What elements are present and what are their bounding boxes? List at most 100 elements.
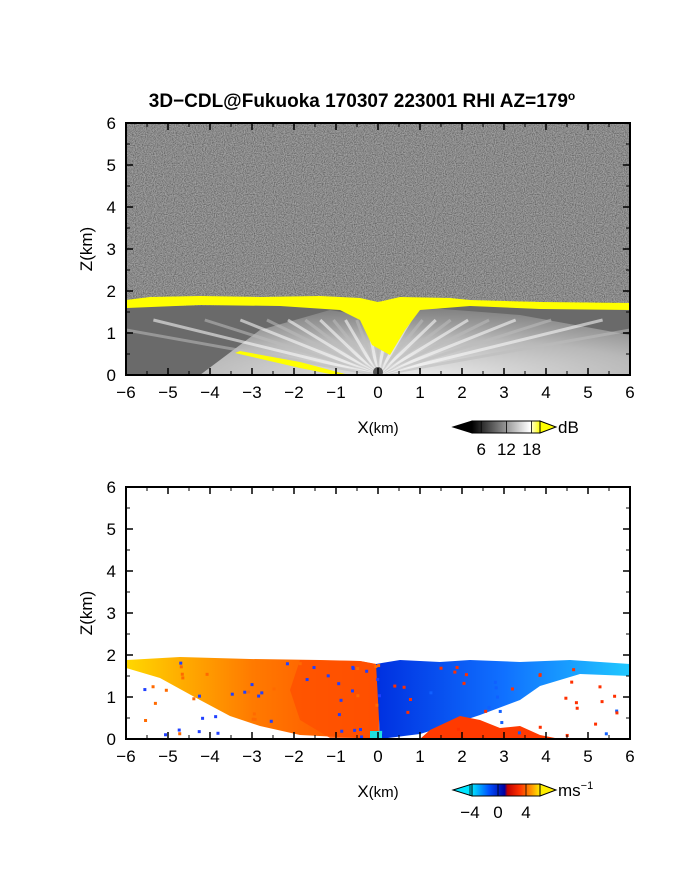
velocity-speckle	[337, 713, 341, 717]
radar-site-near-field	[370, 731, 382, 739]
reflectivity-x-tick-label: 0	[373, 383, 382, 402]
reflectivity-x-tick-label: 5	[583, 383, 592, 402]
velocity-speckle	[205, 672, 209, 676]
velocity-speckle	[377, 694, 381, 698]
velocity-colorbar-tick-label: 0	[493, 803, 502, 822]
velocity-speckle	[564, 696, 568, 700]
velocity-y-tick-label: 6	[107, 478, 116, 497]
velocity-x-tick-label: 1	[415, 747, 424, 766]
echo-ray	[204, 318, 379, 375]
velocity-speckle	[356, 667, 360, 671]
velocity-x-axis-label: X(km)	[357, 782, 398, 801]
velocity-speckle	[253, 717, 257, 721]
velocity-speckle	[462, 681, 466, 685]
velocity-x-tick-label: −3	[242, 747, 261, 766]
velocity-speckle	[251, 717, 255, 721]
velocity-speckle	[487, 705, 491, 709]
echo-ray	[377, 318, 552, 375]
velocity-speckle	[615, 709, 619, 713]
velocity-speckle	[575, 706, 579, 710]
velocity-speckle	[178, 732, 182, 736]
velocity-speckle	[356, 694, 360, 698]
reflectivity-x-tick-label: 3	[499, 383, 508, 402]
reflectivity-y-tick-label: 0	[107, 366, 116, 385]
reflectivity-y-tick-label: 6	[107, 114, 116, 133]
reflectivity-colorbar-tick-label: 12	[497, 440, 516, 459]
echo-ray	[377, 318, 490, 375]
velocity-y-tick-label: 4	[107, 562, 116, 581]
velocity-x-tick-label: −2	[284, 747, 303, 766]
reflectivity-x-tick-label: −6	[116, 383, 135, 402]
echo-ray	[287, 318, 379, 375]
velocity-colorbar: ms−1 −4 0 4	[451, 780, 593, 822]
velocity-speckle	[164, 688, 168, 692]
velocity-colorbar-tick-label: 4	[521, 803, 530, 822]
velocity-y-axis-label: Z(km)	[77, 591, 96, 635]
velocity-speckle	[374, 664, 378, 668]
velocity-speckle	[360, 735, 364, 739]
velocity-y-tick-label: 1	[107, 688, 116, 707]
reflectivity-colorbar-unit: dB	[558, 418, 579, 437]
velocity-speckle	[376, 677, 380, 681]
velocity-speckle	[375, 703, 379, 707]
velocity-speckle	[494, 686, 498, 690]
reflectivity-colorbar-tick-label: 6	[476, 440, 485, 459]
velocity-speckle	[574, 701, 578, 705]
velocity-speckle	[453, 670, 457, 674]
velocity-speckle	[353, 728, 357, 732]
echo-ray	[319, 318, 380, 375]
reflectivity-x-tick-label: −2	[284, 383, 303, 402]
velocity-speckle	[406, 710, 410, 714]
positive-velocity-core	[290, 660, 380, 739]
velocity-x-tick-label: 3	[499, 747, 508, 766]
velocity-x-tick-label: −5	[158, 747, 177, 766]
velocity-speckle	[144, 718, 148, 722]
echo-ray	[239, 318, 379, 375]
velocity-speckle	[312, 666, 316, 670]
velocity-speckle	[260, 691, 264, 695]
velocity-y-tick-label: 5	[107, 520, 116, 539]
velocity-x-tick-label: −6	[116, 747, 135, 766]
velocity-speckle	[510, 687, 514, 691]
velocity-speckle	[180, 672, 184, 676]
velocity-speckle	[500, 721, 504, 725]
reflectivity-colorbar-tick-label: 18	[522, 440, 541, 459]
velocity-x-tick-label: 5	[583, 747, 592, 766]
velocity-speckle	[326, 674, 330, 678]
velocity-speckle	[252, 712, 256, 716]
velocity-speckle	[272, 687, 276, 691]
reflectivity-x-tick-label: −1	[326, 383, 345, 402]
echo-ray	[376, 318, 437, 375]
reflectivity-x-tick-label: 1	[415, 383, 424, 402]
reflectivity-y-axis-label: Z(km)	[77, 227, 96, 271]
velocity-speckle	[201, 716, 205, 720]
velocity-speckles	[143, 661, 619, 739]
velocity-speckle	[393, 684, 397, 688]
velocity-x-tick-label: 6	[625, 747, 634, 766]
velocity-speckle	[615, 711, 619, 715]
echo-ray	[126, 328, 379, 375]
velocity-speckle	[230, 692, 234, 696]
velocity-speckle	[351, 665, 355, 669]
velocity-x-tick-label: −1	[326, 747, 345, 766]
velocity-y-tick-label: 3	[107, 604, 116, 623]
echo-ray	[332, 319, 380, 375]
echo-ray	[377, 318, 603, 375]
echo-ray	[376, 319, 424, 375]
colorbar-right-arrow	[539, 420, 558, 434]
colorbar-ticks: 6 12 18	[476, 421, 541, 459]
colorbar-right-arrow	[539, 783, 558, 797]
echo-ray	[377, 318, 452, 375]
velocity-x-tick-label: 4	[541, 747, 550, 766]
velocity-speckle	[247, 690, 251, 694]
velocity-colorbar-tick-label: −4	[460, 803, 479, 822]
reflectivity-x-tick-label: 4	[541, 383, 550, 402]
velocity-speckle	[594, 722, 598, 726]
reflectivity-y-tick-label: 1	[107, 324, 116, 343]
reflectivity-x-tick-label: 6	[625, 383, 634, 402]
negative-velocity-region	[376, 660, 630, 739]
near-ground-red-patches	[420, 716, 560, 739]
ground-clutter-line	[235, 351, 345, 374]
velocity-x-tick-label: 2	[457, 747, 466, 766]
